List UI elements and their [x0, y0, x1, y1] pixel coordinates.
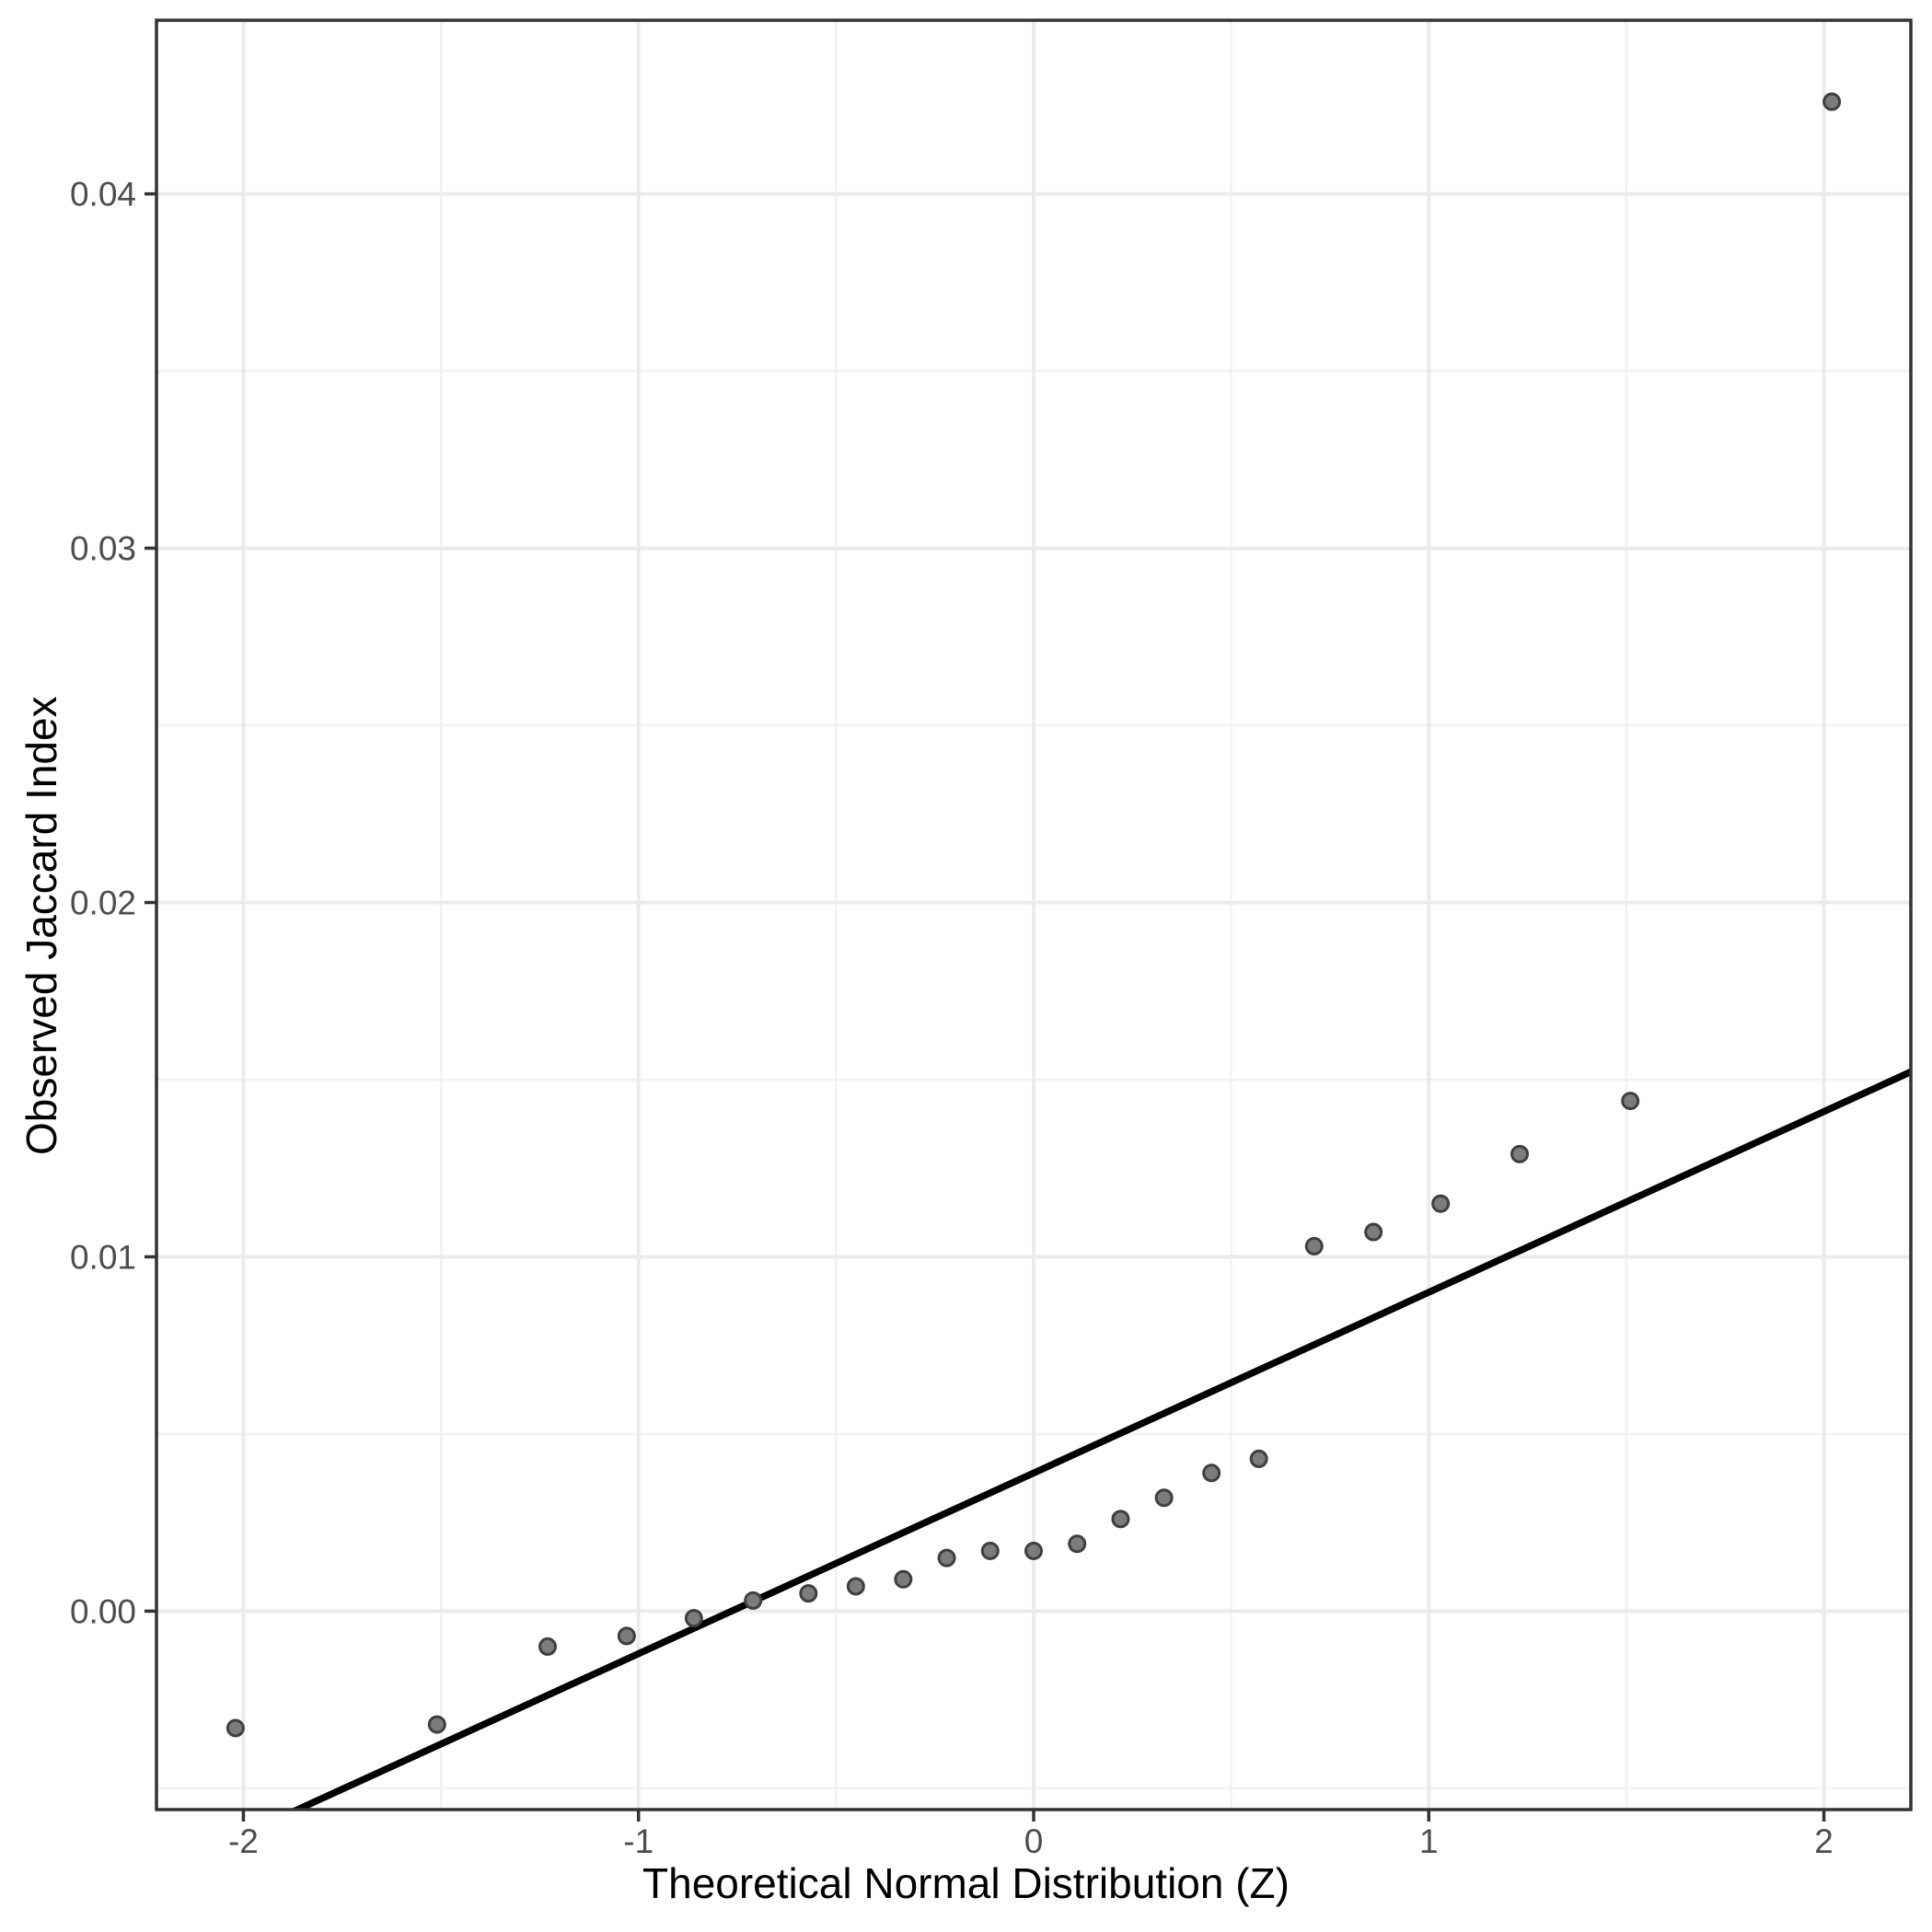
qq-reference-line — [289, 1069, 1911, 1810]
data-point — [226, 1718, 245, 1738]
data-point — [846, 1577, 865, 1596]
y-tick-label: 0.00 — [70, 1592, 136, 1630]
data-point — [894, 1569, 913, 1589]
x-axis-title: Theoretical Normal Distribution (Z) — [642, 1859, 1290, 1907]
data-point — [1024, 1541, 1043, 1560]
data-point — [799, 1584, 818, 1603]
x-tick-label: -1 — [623, 1822, 654, 1860]
reference-line — [289, 1069, 1911, 1810]
data-point — [1510, 1144, 1530, 1163]
data-point — [1364, 1222, 1383, 1242]
x-tick-label: 0 — [1024, 1822, 1044, 1860]
data-point — [538, 1637, 557, 1656]
data-point — [1111, 1510, 1130, 1529]
x-axis-tick-labels: -2 -1 0 1 2 — [228, 1822, 1834, 1860]
data-point — [1202, 1463, 1221, 1483]
data-point — [1431, 1194, 1451, 1213]
axis-tick-marks — [145, 191, 1826, 1822]
major-gridlines — [156, 20, 1911, 1810]
data-point — [744, 1591, 763, 1610]
data-point — [1068, 1534, 1087, 1554]
data-point — [617, 1626, 636, 1646]
x-tick-label: 2 — [1814, 1822, 1834, 1860]
y-tick-label: 0.03 — [70, 530, 136, 568]
data-point — [1822, 92, 1842, 111]
data-point — [1304, 1236, 1324, 1255]
y-axis-title: Observed Jaccard Index — [17, 696, 65, 1155]
scatter-points — [226, 92, 1842, 1738]
data-point — [684, 1609, 703, 1628]
x-tick-label: -2 — [228, 1822, 259, 1860]
x-tick-label: 1 — [1419, 1822, 1439, 1860]
y-tick-label: 0.02 — [70, 885, 136, 922]
data-point — [980, 1541, 1000, 1560]
data-point — [1249, 1449, 1268, 1468]
data-point — [937, 1548, 956, 1568]
y-tick-label: 0.04 — [70, 176, 136, 214]
data-point — [1621, 1092, 1640, 1111]
data-point — [427, 1715, 446, 1734]
y-tick-label: 0.01 — [70, 1238, 136, 1276]
y-axis-tick-labels: 0.00 0.01 0.02 0.03 0.04 — [70, 176, 136, 1631]
data-point — [1154, 1488, 1174, 1508]
